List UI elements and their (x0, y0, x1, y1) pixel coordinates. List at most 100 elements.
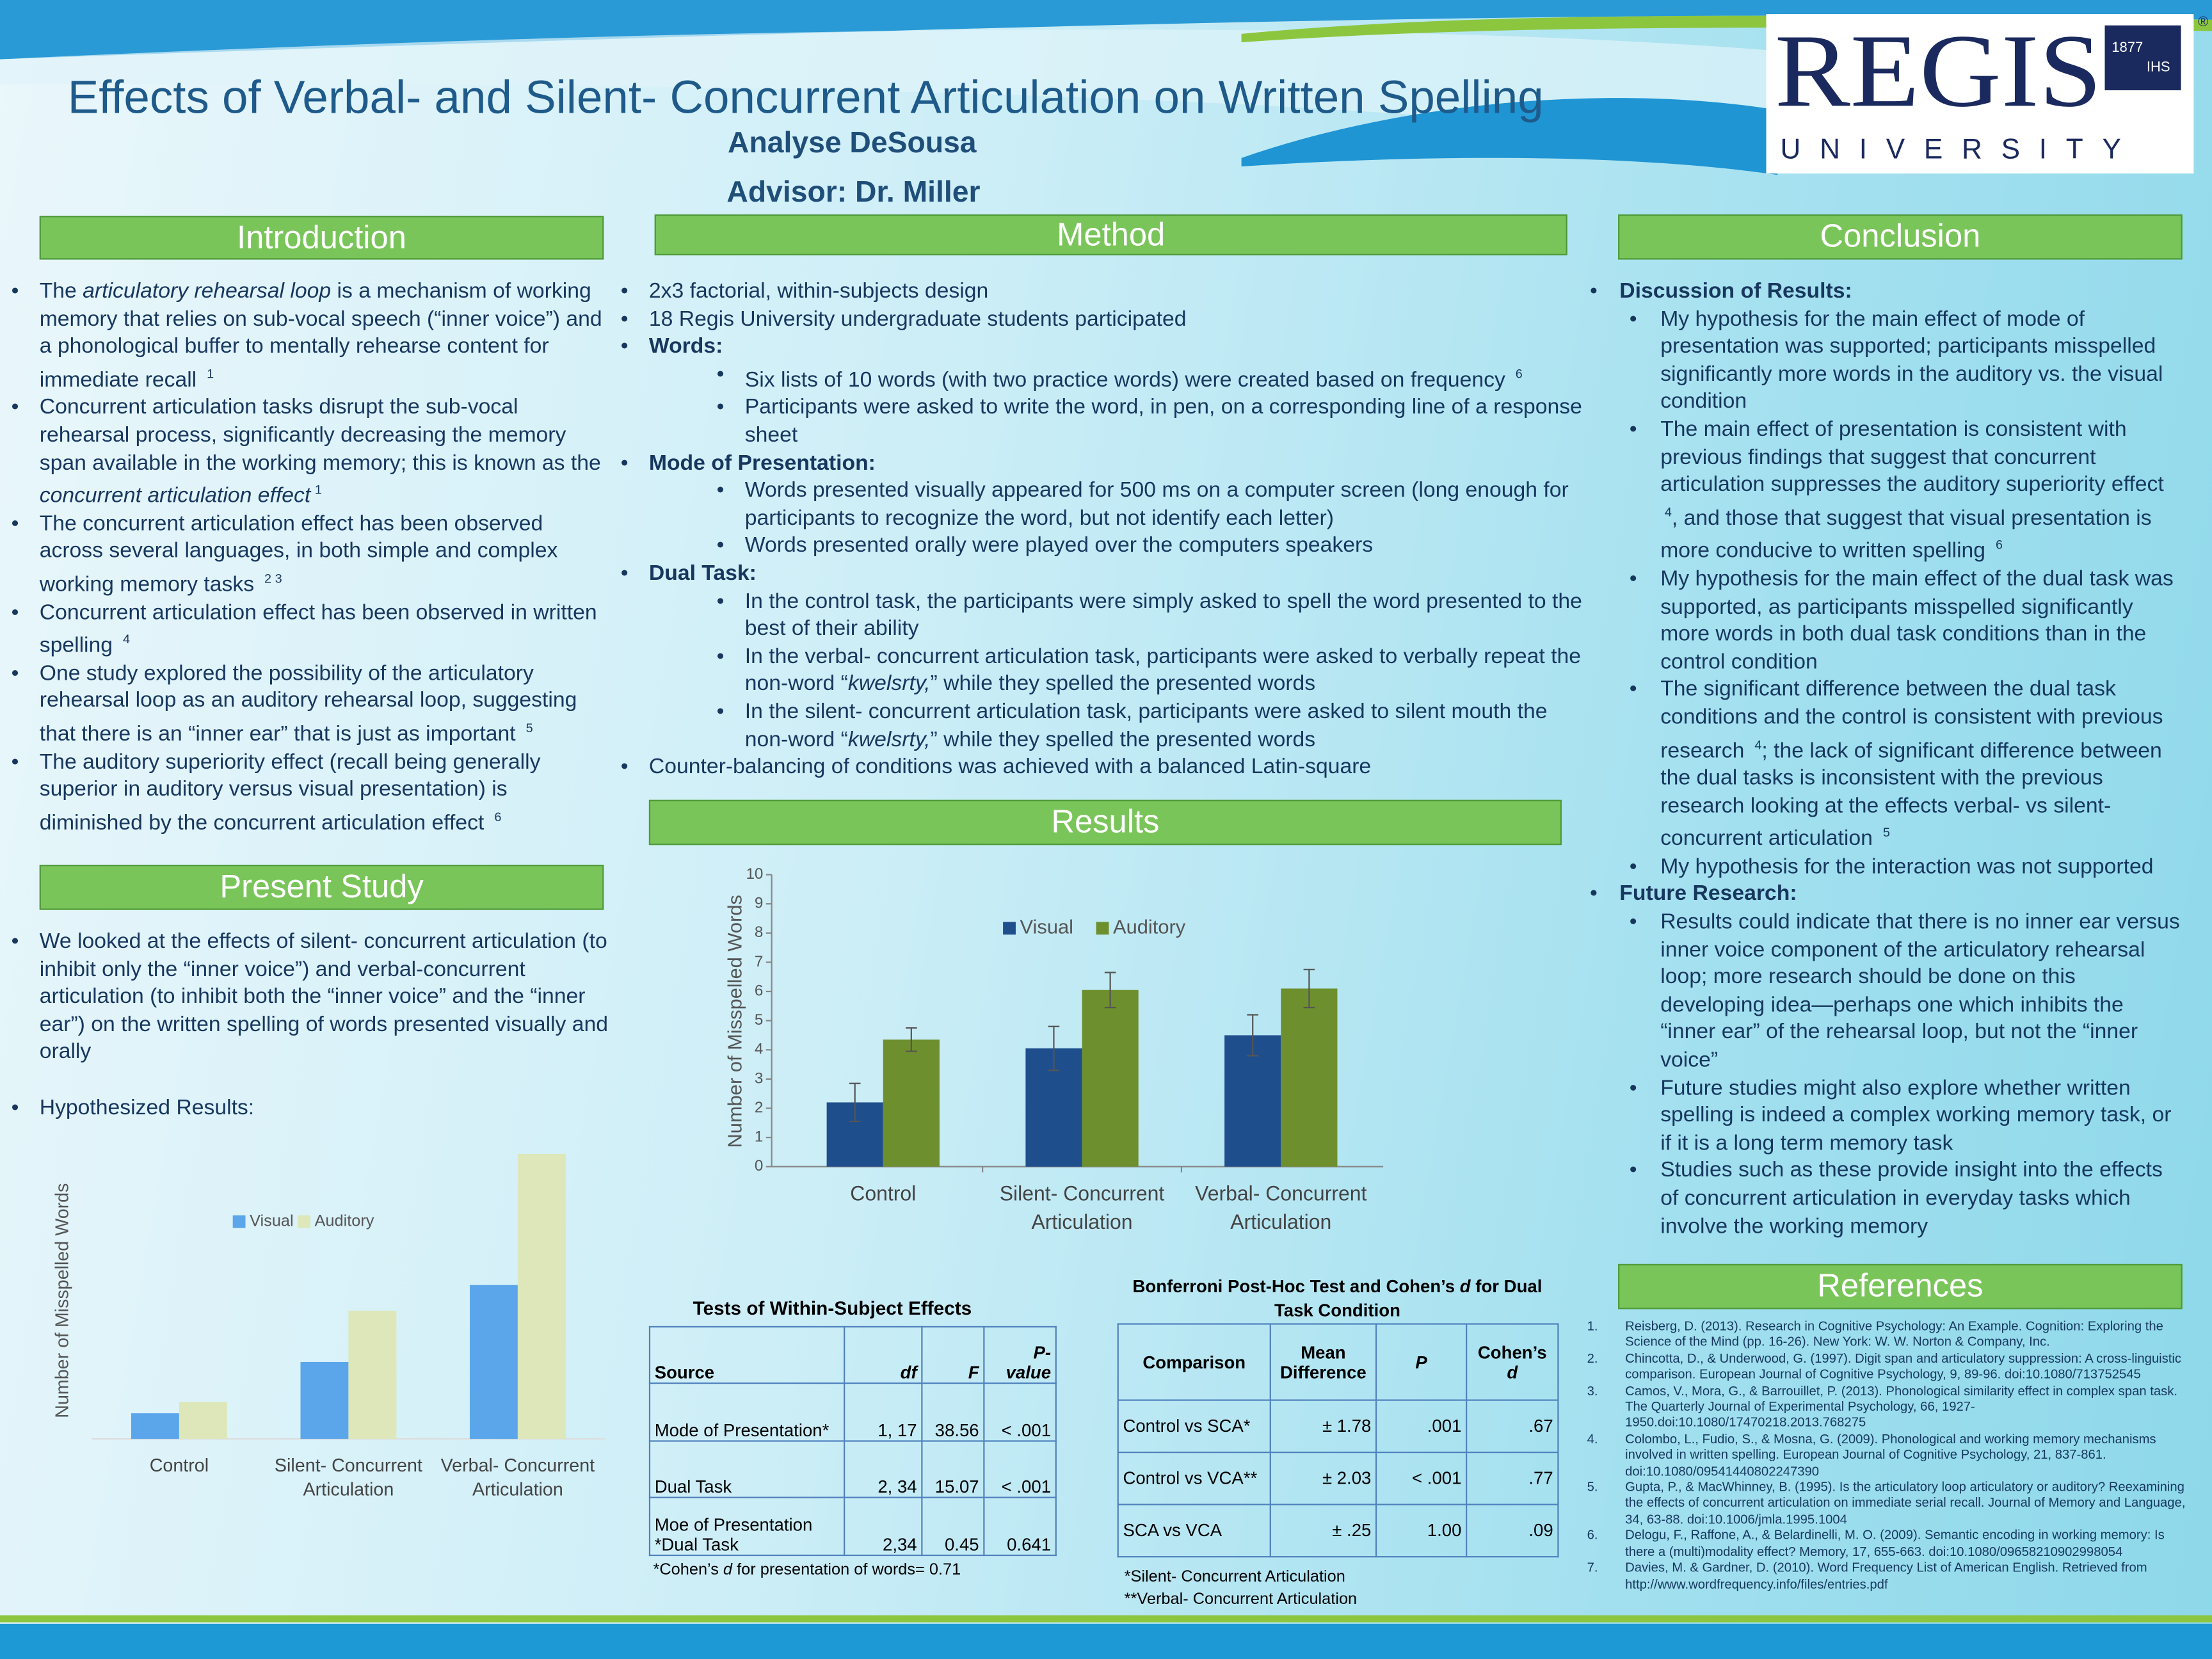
y-tick-label: 1 (755, 1128, 763, 1146)
text: 15.07 (934, 1477, 979, 1497)
text: *Silent- Concurrent Articulation (1124, 1568, 1345, 1586)
text: ± .25 (1332, 1520, 1372, 1541)
table-row: SCA vs VCA ± .25 1.00 .09 (1117, 1503, 1559, 1558)
legend-swatch (1003, 922, 1016, 935)
text: The significant difference between the d… (1660, 677, 2163, 763)
reference-mark: 6 (1515, 366, 1523, 381)
logo-subtitle: UNIVERSITY (1781, 133, 2140, 164)
text: Words presented visually appeared for 50… (744, 478, 1569, 531)
text: The auditory superiority effect (recall … (39, 749, 541, 835)
text: ± 2.03 (1322, 1468, 1372, 1489)
list-heading: Mode of Presentation: (648, 451, 876, 475)
y-axis-label: Number of Misspelled Words (52, 1183, 73, 1418)
text: Studies such as these provide insight in… (1660, 1158, 2163, 1238)
text: Bonferroni Post-Hoc Test and Cohen’s (1132, 1276, 1460, 1297)
x-tick-label: Control (149, 1454, 209, 1476)
list-item: My hypothesis for the main effect of the… (1630, 566, 2184, 677)
text: The concurrent articulation effect has b… (39, 511, 558, 597)
reference-list: 1. Reisberg, D. (2013). Research in Cogni… (1587, 1319, 2187, 1592)
list-item: Mode of Presentation: Words presented vis… (621, 449, 1587, 560)
table-row: Control vs VCA** ± 2.03 < .001 .77 (1117, 1451, 1559, 1505)
sub-list: Words presented visually appeared for 50… (717, 477, 1587, 560)
list-heading: Future Research: (1619, 882, 1797, 907)
list-item: In the control task, the participants we… (717, 588, 1587, 643)
reference-text: Colombo, L., Fudio, S., & Mosna, G. (200… (1625, 1431, 2156, 1479)
table-cell: Mode of Presentation* (648, 1382, 846, 1442)
table-cell: P-value (983, 1326, 1057, 1384)
y-tick-label: 3 (755, 1070, 763, 1087)
list-item: Dual Task: In the control task, the parti… (621, 560, 1587, 753)
bottom-band (0, 1623, 2212, 1659)
table-cell: ± 1.78 (1269, 1399, 1377, 1454)
text: 0.641 (1007, 1535, 1052, 1555)
list-item: Six lists of 10 words (with two practice… (717, 361, 1587, 394)
list-item: One study explored the possibility of th… (12, 660, 611, 748)
list-item: Studies such as these provide insight in… (1630, 1157, 2184, 1240)
text: 0.45 (944, 1535, 979, 1555)
list-heading: Discussion of Results: (1619, 279, 1852, 303)
text: Six lists of 10 words (with two practice… (744, 367, 1512, 392)
italic-text: F (968, 1363, 979, 1382)
y-tick-label: 7 (755, 953, 763, 970)
text: , and those that suggest that visual pre… (1660, 506, 2152, 564)
text: The main effect of presentation is consi… (1660, 417, 2164, 497)
error-bar (906, 1027, 917, 1052)
table-cell: SCA vs VCA (1117, 1503, 1271, 1558)
error-bar (1048, 1025, 1060, 1071)
reference-number: 1. (1587, 1318, 1598, 1333)
italic-text: P (1415, 1352, 1427, 1372)
table-cell: ± 2.03 (1269, 1451, 1377, 1505)
italic-text: df (900, 1363, 917, 1382)
bar (131, 1413, 179, 1439)
author: Analyse DeSousa (728, 127, 977, 160)
text: .67 (1528, 1416, 1553, 1436)
reference-number: 3. (1587, 1383, 1598, 1398)
table-notes: *Cohen’s d for presentation of words= 0.… (653, 1560, 961, 1582)
y-tick-label: 5 (755, 1011, 763, 1029)
conclusion-list: Discussion of Results: My hypothesis for … (1590, 278, 2184, 1240)
text: In the control task, the participants we… (744, 589, 1582, 641)
table-row: Dual Task 2, 34 15.07 < .001 (648, 1440, 1057, 1498)
list-item: Results could indicate that there is no … (1630, 909, 2184, 1075)
y-tick-label: 4 (755, 1041, 763, 1058)
reference: 6. Delogu, F., Raffone, A., & Belardinell… (1587, 1528, 2187, 1560)
text: ± 1.78 (1322, 1416, 1372, 1436)
text: Tests of Within-Subject Effects (693, 1297, 972, 1319)
table-cell: Control vs VCA** (1117, 1451, 1271, 1505)
italic-text: kwelsrty, (847, 727, 931, 751)
list-item: The articulatory rehearsal loop is a mec… (12, 278, 611, 394)
section-heading: Results (648, 799, 1562, 846)
table-cell: ± .25 (1269, 1503, 1377, 1558)
text: .09 (1528, 1520, 1553, 1541)
bar (179, 1402, 227, 1439)
reference-number: 4. (1587, 1431, 1598, 1446)
poster-title: Effects of Verbal- and Silent- Concurren… (67, 70, 1544, 123)
table-cell: Cohen’s d (1466, 1323, 1559, 1401)
text: Cohen’s (1477, 1342, 1547, 1363)
text: < .001 (1001, 1477, 1052, 1497)
list-item: Words presented orally were played over … (717, 533, 1587, 560)
text: *Cohen’s (653, 1561, 723, 1579)
logo-mark: ® (2198, 13, 2208, 29)
legend-swatch (298, 1215, 310, 1228)
text: Mean Difference (1280, 1342, 1366, 1382)
text: My hypothesis for the interaction was no… (1660, 854, 2154, 879)
table-cell: < .001 (1375, 1451, 1468, 1505)
introduction-list: The articulatory rehearsal loop is a mec… (12, 278, 611, 837)
italic-text: P-value (1006, 1343, 1052, 1382)
x-tick-label: Verbal- Concurrent Articulation (440, 1454, 595, 1500)
reference-mark: 1 (314, 483, 322, 497)
table-cell: < .001 (983, 1440, 1057, 1498)
reference: 1. Reisberg, D. (2013). Research in Cogni… (1587, 1319, 2187, 1351)
reference-text: Gupta, P., & MacWhinney, B. (1995). Is t… (1625, 1480, 2186, 1527)
section-heading: Conclusion (1618, 214, 2183, 260)
bar (1082, 990, 1139, 1167)
list-item: In the silent- concurrent articulation t… (717, 698, 1587, 753)
table-row: Control vs SCA* ± 1.78 .001 .67 (1117, 1399, 1559, 1454)
reference-mark: 5 (1882, 826, 1890, 840)
table-cell: Source (648, 1326, 846, 1384)
bar (1281, 988, 1338, 1167)
text: 2, 34 (878, 1477, 917, 1497)
table-row: Moe of Presentation *Dual Task 2,34 0.45 0.… (648, 1496, 1057, 1557)
list-item: Words presented visually appeared for 50… (717, 477, 1587, 532)
